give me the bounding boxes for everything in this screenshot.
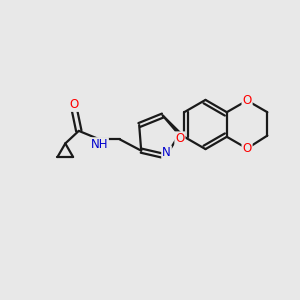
Text: O: O bbox=[175, 132, 184, 145]
Text: NH: NH bbox=[90, 138, 108, 151]
Text: N: N bbox=[162, 146, 171, 159]
Text: O: O bbox=[242, 94, 252, 107]
Text: O: O bbox=[242, 142, 252, 155]
Text: O: O bbox=[70, 98, 79, 111]
